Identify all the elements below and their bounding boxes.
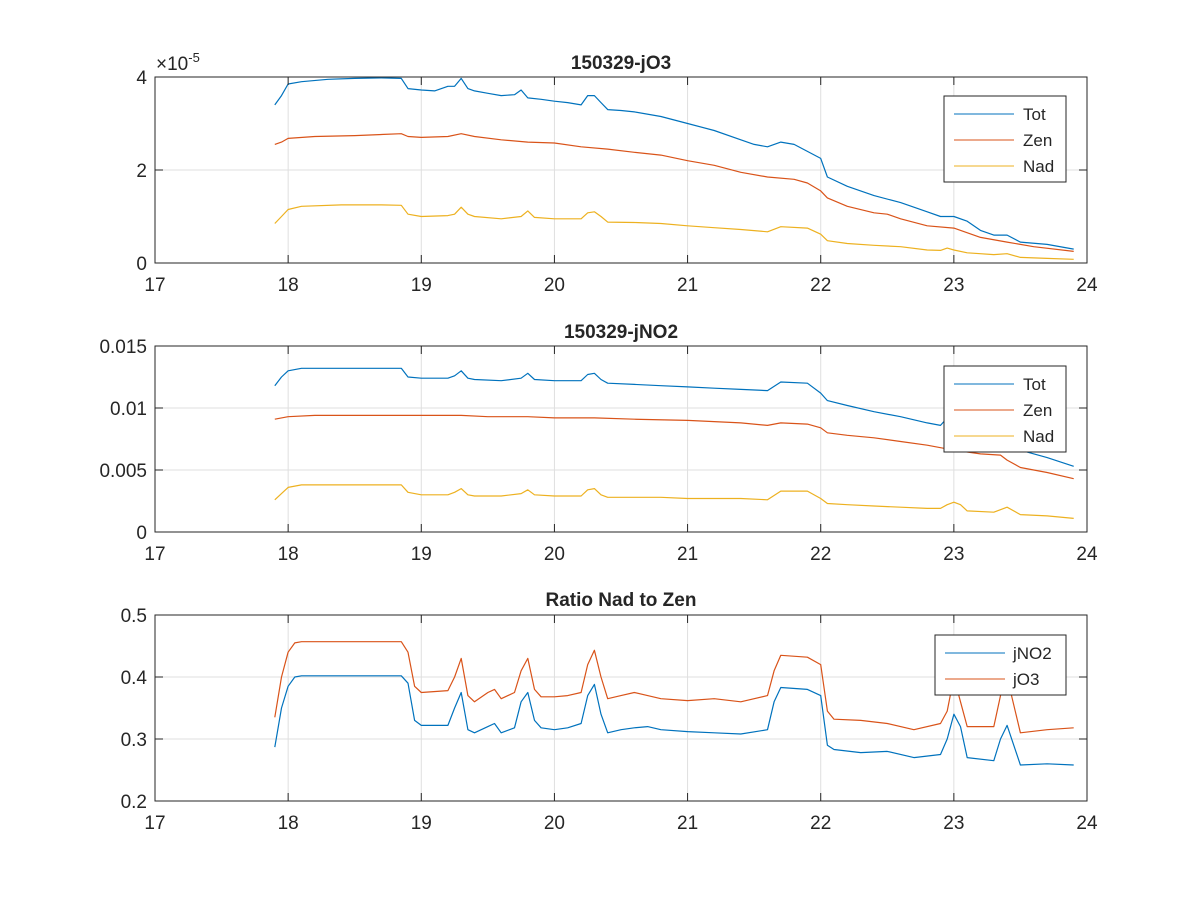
x-tick-label: 22 xyxy=(810,275,831,296)
legend-box xyxy=(943,365,1067,453)
x-tick-label: 23 xyxy=(943,813,964,834)
legend-box xyxy=(934,634,1067,696)
x-tick-label: 22 xyxy=(810,813,831,834)
series-line-tot xyxy=(274,77,1074,250)
series-line-nad xyxy=(274,484,1074,519)
x-tick-label: 21 xyxy=(677,275,698,296)
x-tick-label: 24 xyxy=(1076,813,1098,834)
series-line-jno2 xyxy=(274,675,1074,766)
chart-title: 150329-jNO2 xyxy=(564,322,678,343)
chart-title: Ratio Nad to Zen xyxy=(546,590,697,611)
x-tick-label: 18 xyxy=(278,813,299,834)
legend-label-zen: Zen xyxy=(1023,131,1052,150)
y-tick-label: 0.005 xyxy=(99,461,147,482)
y-tick-label: 2 xyxy=(136,161,147,182)
plot-area xyxy=(155,615,1087,801)
axes-box xyxy=(154,345,1088,533)
x-tick-label: 18 xyxy=(278,544,299,565)
plot-area xyxy=(155,346,1087,532)
y-tick-label: 0.3 xyxy=(121,730,147,751)
x-tick-label: 19 xyxy=(411,813,432,834)
series-line-zen xyxy=(274,133,1074,252)
series-line-zen xyxy=(274,414,1074,480)
panel-ratio: 17 18 19 20 21 22 23 24 0.2 0.3 0.4 0.5 Ratio Nad t… xyxy=(121,590,1098,834)
x-tick-label: 23 xyxy=(943,275,964,296)
series-line-tot xyxy=(274,367,1074,467)
axes-box xyxy=(154,614,1088,802)
x-tick-label: 24 xyxy=(1076,544,1098,565)
legend-label-jno2: jNO2 xyxy=(1012,644,1052,663)
legend: Tot Zen Nad xyxy=(943,95,1067,183)
legend-label-nad: Nad xyxy=(1023,427,1054,446)
legend-label-nad: Nad xyxy=(1023,157,1054,176)
x-tick-label: 17 xyxy=(144,544,165,565)
y-tick-label: 0 xyxy=(136,254,147,275)
y-tick-label: 0.01 xyxy=(110,399,147,420)
x-tick-label: 17 xyxy=(144,813,165,834)
legend-label-tot: Tot xyxy=(1023,105,1046,124)
x-tick-label: 21 xyxy=(677,544,698,565)
y-tick-label: 0.4 xyxy=(121,668,148,689)
legend-label-zen: Zen xyxy=(1023,401,1052,420)
panel-jno2: 17 18 19 20 21 22 23 24 0 0.005 0.01 0.015 150329-j… xyxy=(99,322,1098,565)
legend-box xyxy=(943,95,1067,183)
legend-label-tot: Tot xyxy=(1023,375,1046,394)
legend-label-jo3: jO3 xyxy=(1012,670,1039,689)
x-tick-label: 17 xyxy=(144,275,165,296)
x-tick-label: 20 xyxy=(544,275,565,296)
series-line-nad xyxy=(274,204,1074,260)
x-tick-label: 24 xyxy=(1076,275,1098,296)
x-tick-label: 20 xyxy=(544,544,565,565)
x-tick-label: 22 xyxy=(810,544,831,565)
y-tick-label: 0.5 xyxy=(121,606,147,627)
legend: Tot Zen Nad xyxy=(943,365,1067,453)
series-line-jo3 xyxy=(274,641,1074,734)
y-tick-label: 0 xyxy=(136,523,147,544)
y-exponent-label: ×10-5 xyxy=(156,50,200,75)
y-tick-label: 0.015 xyxy=(99,337,147,358)
x-tick-label: 18 xyxy=(278,275,299,296)
legend: jNO2 jO3 xyxy=(934,634,1067,696)
x-tick-label: 20 xyxy=(544,813,565,834)
y-tick-label: 4 xyxy=(136,68,147,89)
y-tick-label: 0.2 xyxy=(121,792,147,813)
x-tick-label: 23 xyxy=(943,544,964,565)
x-tick-label: 19 xyxy=(411,275,432,296)
chart-title: 150329-jO3 xyxy=(571,53,671,74)
x-tick-label: 21 xyxy=(677,813,698,834)
x-tick-label: 19 xyxy=(411,544,432,565)
